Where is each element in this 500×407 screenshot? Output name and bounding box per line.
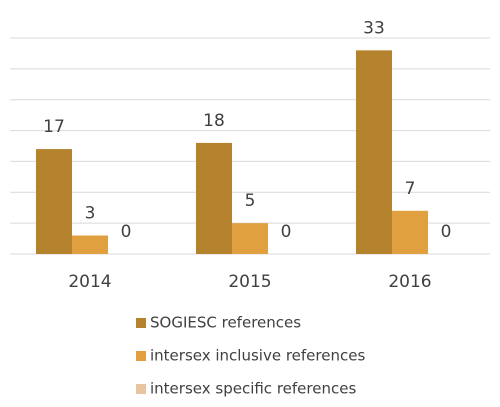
legend-swatch bbox=[136, 351, 146, 361]
bar bbox=[36, 149, 72, 254]
bar bbox=[356, 50, 392, 254]
bar bbox=[196, 142, 232, 254]
bar bbox=[72, 235, 108, 254]
legend-label: intersex inclusive references bbox=[150, 347, 365, 365]
legend-swatch bbox=[136, 384, 146, 394]
legend-label: SOGIESC references bbox=[150, 314, 301, 332]
bar bbox=[392, 210, 428, 254]
data-label: 18 bbox=[203, 111, 225, 131]
bar bbox=[232, 223, 268, 254]
data-label: 0 bbox=[441, 222, 452, 242]
data-label: 17 bbox=[43, 117, 65, 137]
legend-label: intersex specific references bbox=[150, 380, 356, 398]
data-label: 3 bbox=[85, 203, 96, 223]
data-label: 33 bbox=[363, 18, 385, 38]
x-tick-label: 2014 bbox=[68, 272, 111, 292]
x-tick-label: 2015 bbox=[228, 272, 271, 292]
data-label: 0 bbox=[281, 222, 292, 242]
legend-swatch bbox=[136, 318, 146, 328]
x-tick-label: 2016 bbox=[388, 272, 431, 292]
data-label: 7 bbox=[405, 179, 416, 199]
data-label: 0 bbox=[121, 222, 132, 242]
data-label: 5 bbox=[245, 191, 256, 211]
